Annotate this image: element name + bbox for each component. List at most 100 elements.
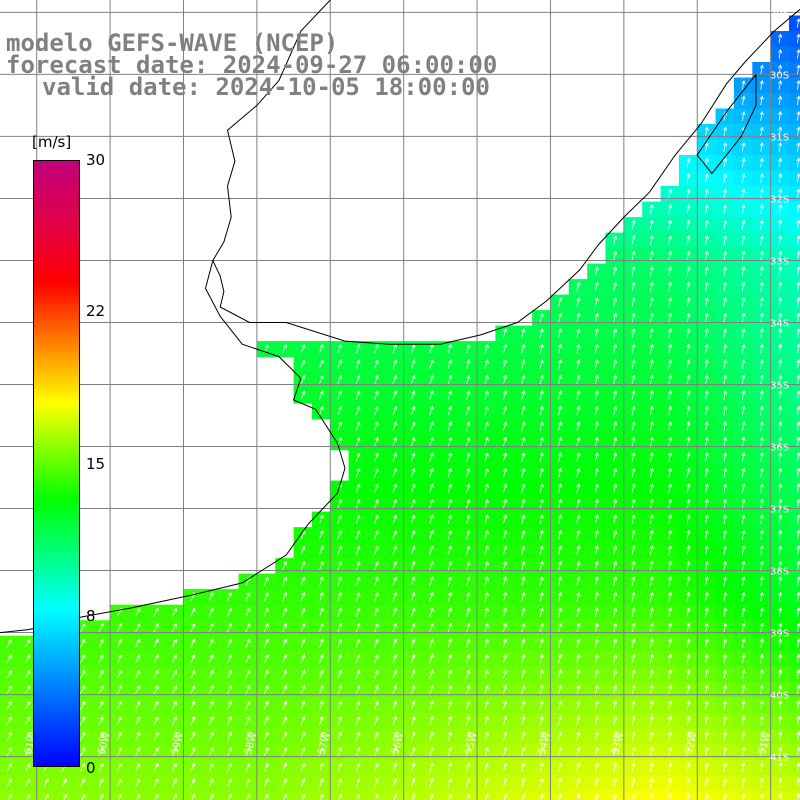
wind-arrow (337, 545, 343, 555)
wind-arrow (704, 731, 709, 741)
wind-arrow (135, 747, 141, 757)
wind-arrow (484, 762, 489, 772)
wind-arrow (778, 591, 783, 602)
wind-cell (789, 124, 800, 141)
wind-arrow (741, 762, 746, 772)
wind-arrow (466, 576, 471, 586)
wind-arrow (631, 545, 636, 555)
wind-arrow (686, 390, 691, 400)
wind-arrow (777, 762, 783, 772)
wind-arrow (466, 762, 471, 772)
wind-arrow (24, 654, 31, 663)
wind-arrow (649, 560, 654, 571)
wind-arrow (576, 421, 581, 431)
wind-arrow (539, 483, 544, 493)
wind-arrow (668, 529, 673, 540)
wind-arrow (668, 359, 673, 369)
wind-arrow (741, 684, 746, 695)
wind-arrow (300, 700, 306, 710)
wind-arrow (429, 638, 434, 648)
wind-arrow (24, 638, 31, 648)
wind-cell (513, 356, 533, 373)
wind-arrow (704, 436, 709, 447)
wind-cell (660, 279, 680, 296)
wind-arrow (502, 591, 508, 602)
wind-arrow (759, 545, 764, 555)
wind-arrow (777, 64, 783, 75)
wind-cell (220, 728, 240, 745)
wind-arrow (558, 436, 563, 447)
wind-arrow (668, 405, 673, 416)
wind-arrow (613, 622, 618, 633)
wind-arrow (337, 716, 343, 726)
wind-arrow (649, 762, 654, 772)
wind-arrow (118, 793, 122, 800)
wind-arrow (337, 778, 343, 788)
wind-arrow (723, 359, 728, 369)
wind-arrow (190, 747, 196, 757)
wind-arrow (392, 762, 398, 772)
wind-arrow (704, 483, 709, 493)
wind-cell (789, 620, 800, 637)
wind-cell (789, 372, 800, 389)
wind-arrow (171, 762, 177, 772)
wind-arrow (98, 669, 104, 679)
wind-arrow (741, 328, 746, 338)
wind-arrow (778, 328, 783, 338)
wind-cell (367, 620, 386, 637)
wind-arrow (594, 498, 599, 509)
wind-arrow (686, 591, 691, 602)
wind-cell (183, 759, 203, 776)
wind-arrow (539, 467, 544, 478)
wind-arrow (374, 452, 379, 462)
wind-arrow (704, 359, 709, 369)
wind-cell (789, 775, 800, 792)
wind-arrow (704, 312, 709, 323)
wind-arrow (337, 669, 343, 679)
wind-cell (660, 356, 680, 373)
wind-arrow (227, 607, 232, 617)
wind-arrow (741, 95, 746, 106)
wind-arrow (208, 685, 214, 695)
wind-arrow (282, 576, 288, 586)
wind-arrow (392, 545, 398, 555)
wind-arrow (741, 219, 746, 230)
wind-arrow (374, 498, 379, 509)
wind-cell (513, 542, 533, 559)
wind-arrow (558, 560, 563, 571)
wind-arrow (631, 374, 636, 385)
wind-arrow (392, 591, 398, 602)
wind-arrow (429, 483, 434, 493)
wind-arrow (392, 405, 398, 416)
wind-arrow (631, 297, 636, 307)
wind-arrow (410, 746, 416, 757)
wind-arrow (649, 700, 654, 710)
wind-arrow (777, 529, 783, 540)
wind-cell (146, 759, 166, 776)
wind-arrow (98, 654, 104, 664)
wind-arrow (594, 576, 599, 586)
wind-arrow (704, 390, 709, 400)
wind-arrow (759, 607, 764, 617)
wind-arrow (245, 762, 251, 772)
wind-arrow (668, 343, 673, 354)
wind-arrow (355, 638, 361, 648)
wind-arrow (466, 746, 471, 757)
wind-arrow (686, 731, 691, 741)
wind-arrow (704, 219, 709, 230)
wind-arrow (80, 638, 86, 648)
wind-arrow (80, 716, 86, 726)
wind-arrow (539, 514, 544, 524)
wind-arrow (686, 622, 691, 633)
wind-arrow (576, 793, 581, 800)
wind-cell (513, 651, 533, 668)
wind-arrow (668, 312, 673, 323)
wind-arrow (521, 514, 526, 524)
wind-arrow (686, 498, 691, 509)
wind-arrow (759, 266, 764, 276)
wind-arrow (704, 452, 709, 462)
lat-label: 34S (770, 318, 789, 329)
wind-arrow (374, 560, 379, 571)
wind-arrow (410, 498, 416, 509)
wind-arrow (741, 638, 746, 648)
